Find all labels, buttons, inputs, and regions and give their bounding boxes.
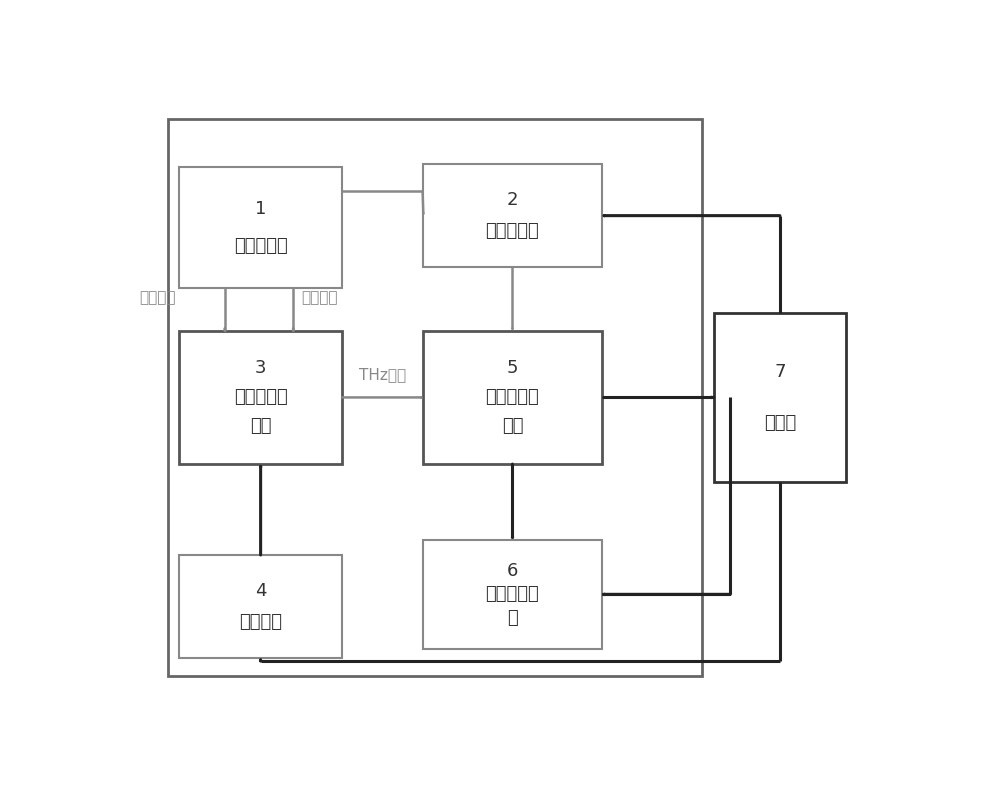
- Text: 光纤延迟线: 光纤延迟线: [486, 222, 539, 240]
- Text: 6: 6: [507, 562, 518, 580]
- FancyBboxPatch shape: [423, 540, 602, 649]
- FancyBboxPatch shape: [179, 167, 342, 288]
- Text: 光电导接收: 光电导接收: [486, 389, 539, 406]
- Text: 飞秒激光: 飞秒激光: [139, 290, 175, 305]
- Text: 天线: 天线: [250, 417, 271, 435]
- Text: 光电导发射: 光电导发射: [234, 389, 288, 406]
- Text: 块: 块: [507, 609, 518, 627]
- Text: 天线: 天线: [502, 417, 523, 435]
- Text: 7: 7: [774, 363, 786, 381]
- Text: 锁相放大模: 锁相放大模: [486, 586, 539, 604]
- Text: 1: 1: [255, 201, 266, 218]
- FancyBboxPatch shape: [714, 312, 846, 482]
- Text: 调制偏压: 调制偏压: [239, 613, 282, 631]
- Text: 飞秒激光器: 飞秒激光器: [234, 237, 288, 255]
- FancyBboxPatch shape: [179, 331, 342, 464]
- Text: THz信号: THz信号: [359, 368, 406, 382]
- Text: 计算机: 计算机: [764, 414, 796, 432]
- FancyBboxPatch shape: [423, 331, 602, 464]
- FancyBboxPatch shape: [423, 164, 602, 267]
- Text: 4: 4: [255, 582, 266, 600]
- Text: 5: 5: [507, 360, 518, 378]
- Text: 3: 3: [255, 360, 266, 378]
- FancyBboxPatch shape: [179, 555, 342, 658]
- Text: 飞秒激光: 飞秒激光: [301, 290, 337, 305]
- Text: 2: 2: [507, 191, 518, 209]
